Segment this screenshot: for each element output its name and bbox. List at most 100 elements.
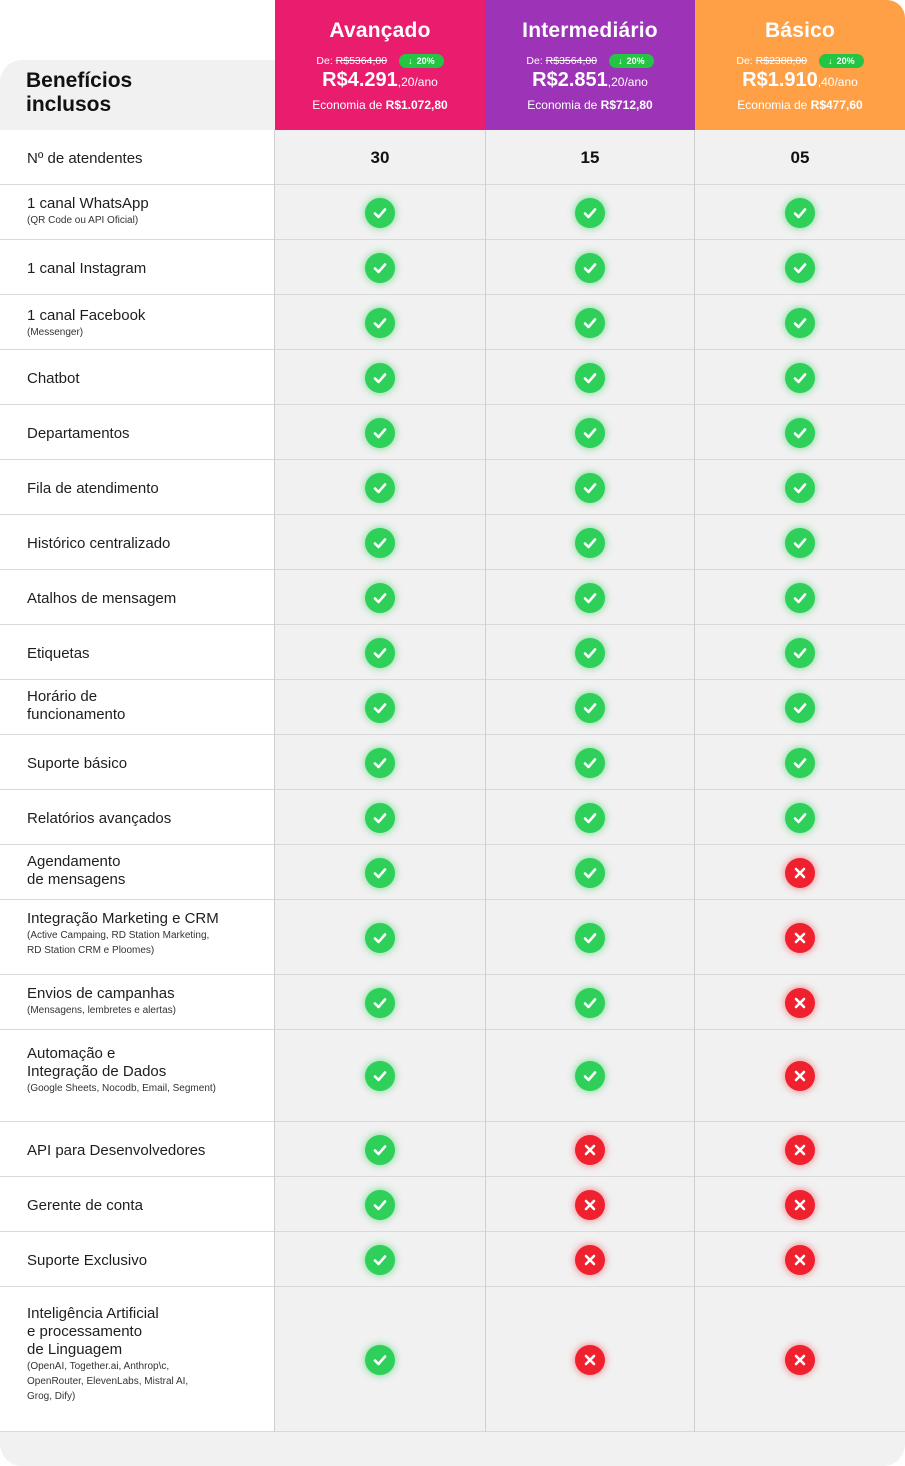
plan-cell — [695, 790, 905, 845]
plan-cell — [275, 1177, 485, 1232]
plan-cell — [695, 350, 905, 405]
plan-cell — [695, 515, 905, 570]
plan-cell: 15 — [485, 130, 695, 185]
discount-badge: ↓ 20% — [819, 54, 864, 68]
plan-cell — [275, 1232, 485, 1287]
plan-cell — [695, 625, 905, 680]
check-circle-icon — [365, 1189, 395, 1220]
plan-cell — [485, 1177, 695, 1232]
check-circle-icon — [365, 802, 395, 833]
x-circle-icon — [785, 922, 815, 953]
benefit-label: Agendamento de mensagens — [27, 853, 125, 889]
benefit-label: Suporte Exclusivo — [27, 1252, 147, 1270]
plan-name: Intermediário — [522, 19, 658, 42]
benefit-label: Atalhos de mensagem — [27, 590, 176, 608]
plan-cell — [485, 570, 695, 625]
benefit-name: Fila de atendimento — [27, 480, 159, 497]
x-circle-icon — [785, 1344, 815, 1375]
benefit-name: Departamentos — [27, 425, 130, 442]
plan-cell — [275, 975, 485, 1030]
plan-cell — [275, 680, 485, 735]
table-row: Histórico centralizado — [0, 515, 905, 570]
check-circle-icon — [365, 362, 395, 393]
plan-cell — [695, 1287, 905, 1432]
table-row: 1 canal Facebook (Messenger) — [0, 295, 905, 350]
benefit-name: Envios de campanhas — [27, 985, 175, 1002]
old-price-line: De: R$2388,00 ↓ 20% — [695, 54, 905, 68]
check-circle-icon — [575, 417, 605, 448]
column-divider — [694, 130, 695, 1432]
x-circle-icon — [575, 1134, 605, 1165]
benefit-detail: (Google Sheets, Nocodb, Email, Segment) — [27, 1083, 216, 1094]
plan-cell — [695, 1232, 905, 1287]
table-row: Etiquetas — [0, 625, 905, 680]
savings-label: Economia de — [737, 98, 808, 112]
benefit-label: Inteligência Artificial e processamento … — [27, 1305, 188, 1404]
savings-value: R$712,80 — [600, 98, 653, 112]
benefit-label: Gerente de conta — [27, 1197, 143, 1215]
table-row: Departamentos — [0, 405, 905, 460]
check-circle-icon — [575, 802, 605, 833]
plan-name: Básico — [764, 19, 836, 42]
plan-cell — [695, 295, 905, 350]
table-row: Suporte Exclusivo — [0, 1232, 905, 1287]
benefit-label: 1 canal Instagram — [27, 260, 146, 278]
x-circle-icon — [785, 987, 815, 1018]
benefit-label: Suporte básico — [27, 755, 127, 773]
discount-badge: ↓ 20% — [399, 54, 444, 68]
benefit-detail: (Active Campaing, RD Station Marketing, … — [27, 930, 210, 956]
table-row: Inteligência Artificial e processamento … — [0, 1287, 905, 1432]
plan-cell — [485, 975, 695, 1030]
down-arrow-icon: ↓ — [828, 56, 833, 66]
plan-cell — [275, 570, 485, 625]
plan-header-intermediario[interactable]: Intermediário De: R$3564,00 ↓ 20% R$2.851… — [485, 0, 695, 130]
plan-cell — [695, 570, 905, 625]
from-label: De: — [526, 55, 543, 67]
column-divider — [274, 130, 275, 1432]
benefit-label: Fila de atendimento — [27, 480, 159, 498]
down-arrow-icon: ↓ — [618, 56, 623, 66]
benefit-detail: (Messenger) — [27, 327, 84, 338]
price-main: R$2.851 — [532, 69, 608, 91]
x-circle-icon — [785, 1134, 815, 1165]
discount-value: 20% — [626, 56, 645, 66]
check-circle-icon — [575, 987, 605, 1018]
benefit-detail: (Mensagens, lembretes e alertas) — [27, 1005, 176, 1016]
check-circle-icon — [575, 1061, 605, 1091]
plan-header-basico[interactable]: Básico De: R$2388,00 ↓ 20% R$1.910,40/ano… — [695, 0, 905, 130]
benefit-name: Relatórios avançados — [27, 810, 172, 827]
benefit-label: Envios de campanhas (Mensagens, lembretes… — [27, 985, 176, 1018]
from-label: De: — [316, 55, 333, 67]
check-circle-icon — [365, 417, 395, 448]
check-circle-icon — [785, 417, 815, 448]
plan-cell — [695, 900, 905, 975]
benefits-title: Benefícios inclusos — [26, 69, 176, 117]
benefit-label: Horário de funcionamento — [27, 688, 125, 724]
price-main: R$4.291 — [322, 69, 398, 91]
plan-cell — [485, 295, 695, 350]
table-row: Automação e Integração de Dados (Google S… — [0, 1030, 905, 1122]
plan-cell — [275, 185, 485, 240]
check-circle-icon — [785, 637, 815, 668]
benefit-name: Chatbot — [27, 370, 80, 387]
plan-cell — [695, 460, 905, 515]
check-circle-icon — [365, 857, 395, 888]
benefit-name: Integração Marketing e CRM — [27, 910, 219, 927]
check-circle-icon — [785, 197, 815, 228]
x-circle-icon — [785, 857, 815, 888]
table-row: 1 canal Instagram — [0, 240, 905, 295]
old-price: De: R$3564,00 — [526, 55, 597, 67]
check-circle-icon — [785, 527, 815, 558]
check-circle-icon — [785, 252, 815, 283]
benefit-label: 1 canal Facebook (Messenger) — [27, 307, 145, 340]
check-circle-icon — [785, 307, 815, 338]
check-circle-icon — [575, 637, 605, 668]
table-row: Suporte básico — [0, 735, 905, 790]
check-circle-icon — [575, 692, 605, 723]
plan-cell — [275, 845, 485, 900]
benefit-label: Departamentos — [27, 425, 130, 443]
plan-cell — [485, 900, 695, 975]
benefit-name: Inteligência Artificial e processamento … — [27, 1305, 159, 1358]
plan-header-avancado[interactable]: Avançado De: R$5364,00 ↓ 20% R$4.291,20/a… — [275, 0, 485, 130]
plan-cell — [275, 515, 485, 570]
